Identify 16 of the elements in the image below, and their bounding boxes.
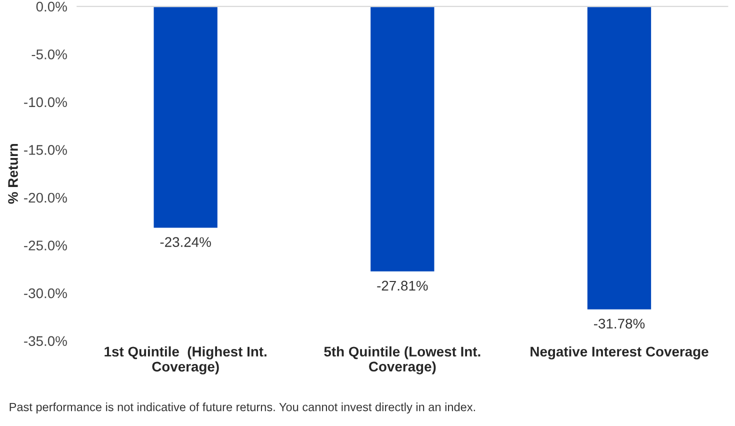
y-tick-label: -30.0% (24, 288, 67, 298)
text: Past performance is not indicative of future returns. You cannot invest directly in an index. (10, 402, 475, 414)
y-tick-label: -10.0% (24, 97, 67, 108)
y-tick-label: -5.0% (32, 49, 67, 60)
y-tick-label: -15.0% (24, 145, 67, 155)
x-tick-label: 1st Quintile (Highest Int. Coverage) (104, 346, 266, 374)
data-label: -27.81% (377, 280, 428, 291)
y-tick-label: -25.0% (24, 240, 67, 250)
y-axis-title: % Return (8, 144, 18, 204)
x-tick-label: Negative Interest Coverage (530, 346, 708, 360)
y-tick-label: 0.0% (36, 2, 67, 12)
y-tick-label: -20.0% (24, 192, 67, 203)
x-tick-label: 5th Quintile (Lowest Int. Coverage) (324, 346, 480, 374)
y-tick-label: -35.0% (24, 336, 67, 346)
data-label: -23.24% (160, 237, 211, 247)
data-label: -31.78% (594, 318, 645, 329)
